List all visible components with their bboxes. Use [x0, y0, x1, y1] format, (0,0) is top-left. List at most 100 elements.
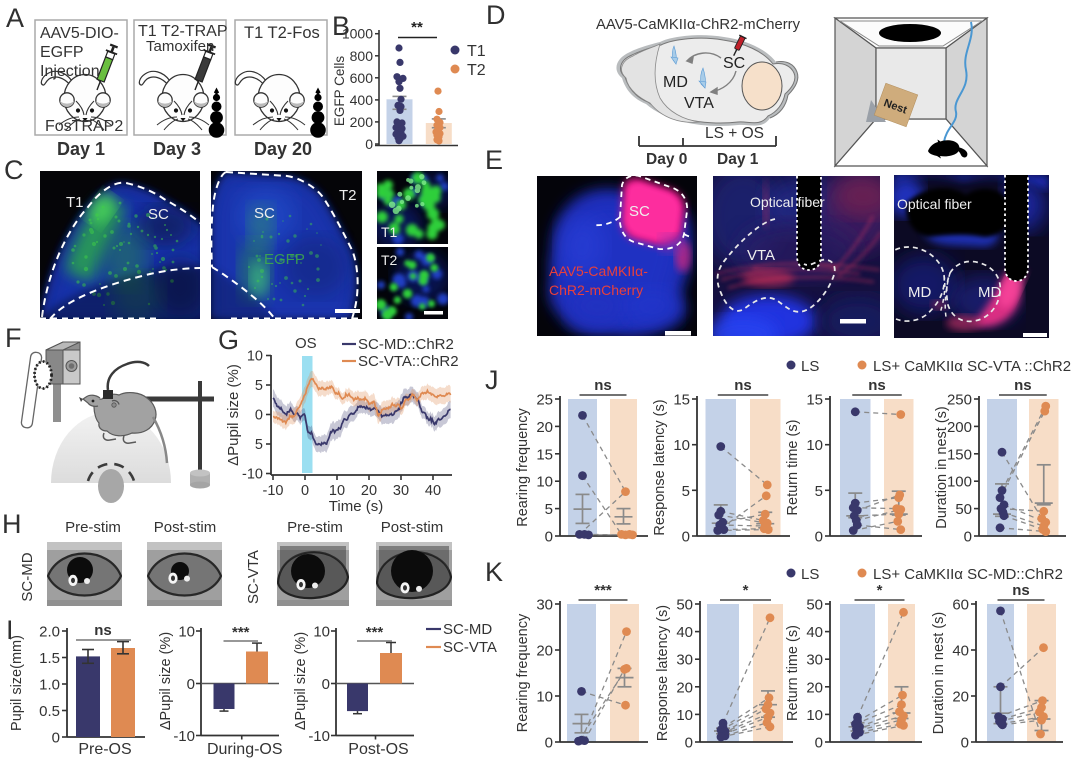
svg-text:ΔPupil size (%): ΔPupil size (%): [158, 632, 174, 730]
svg-text:600: 600: [350, 70, 374, 86]
svg-text:H: H: [2, 509, 22, 539]
svg-text:800: 800: [350, 48, 374, 64]
svg-text:T1 T2-TRAP: T1 T2-TRAP: [138, 23, 228, 40]
svg-text:ChR2-mCherry: ChR2-mCherry: [549, 282, 643, 298]
svg-text:ns: ns: [94, 622, 112, 639]
svg-text:1.5: 1.5: [39, 650, 60, 667]
svg-text:0.5: 0.5: [39, 703, 60, 720]
svg-text:ns: ns: [868, 377, 886, 394]
svg-text:10: 10: [806, 707, 823, 724]
svg-text:T1: T1: [381, 224, 398, 240]
svg-text:Response latency (s): Response latency (s): [652, 399, 668, 535]
svg-text:Day 20: Day 20: [254, 139, 312, 159]
svg-text:40: 40: [425, 483, 441, 499]
svg-text:E: E: [485, 145, 503, 175]
svg-text:***: ***: [232, 624, 250, 641]
svg-text:40: 40: [676, 624, 693, 641]
svg-text:SC: SC: [629, 203, 650, 220]
svg-text:ΔPupil size (%): ΔPupil size (%): [293, 632, 309, 730]
svg-text:5: 5: [545, 501, 553, 518]
svg-text:30: 30: [536, 597, 553, 614]
svg-text:30: 30: [393, 483, 409, 499]
svg-text:SC: SC: [723, 55, 745, 72]
svg-text:SC-MD: SC-MD: [443, 621, 492, 638]
svg-text:T1: T1: [467, 43, 486, 60]
svg-text:50: 50: [806, 597, 823, 614]
svg-text:T2: T2: [467, 62, 486, 79]
svg-text:0: 0: [255, 408, 263, 424]
svg-text:AAV5-DIO-: AAV5-DIO-: [40, 25, 119, 42]
svg-text:B: B: [332, 11, 350, 41]
svg-text:150: 150: [947, 446, 972, 463]
svg-text:K: K: [485, 557, 503, 587]
svg-text:LS + OS: LS + OS: [705, 125, 764, 142]
svg-text:5: 5: [255, 378, 263, 394]
svg-text:***: ***: [594, 582, 612, 599]
svg-text:15: 15: [806, 392, 823, 409]
svg-text:SC-MD::ChR2: SC-MD::ChR2: [358, 336, 454, 353]
svg-text:T2: T2: [381, 252, 398, 268]
svg-text:F: F: [5, 323, 22, 353]
svg-text:G: G: [218, 325, 239, 355]
svg-text:SC-VTA::ChR2: SC-VTA::ChR2: [358, 353, 459, 370]
svg-text:0: 0: [545, 735, 553, 752]
svg-text:A: A: [6, 3, 24, 33]
svg-text:I: I: [6, 615, 14, 645]
svg-text:ns: ns: [1014, 377, 1032, 394]
svg-text:T1 T2-Fos: T1 T2-Fos: [244, 24, 320, 42]
svg-text:Day 1: Day 1: [717, 151, 759, 168]
svg-text:20: 20: [676, 679, 693, 696]
svg-text:Tamoxifen: Tamoxifen: [146, 38, 214, 55]
svg-text:20: 20: [536, 419, 553, 436]
svg-text:30: 30: [676, 652, 693, 669]
svg-text:15: 15: [536, 446, 553, 463]
svg-text:0: 0: [52, 730, 60, 747]
svg-text:10: 10: [676, 707, 693, 724]
svg-text:-10: -10: [242, 467, 263, 483]
svg-text:VTA: VTA: [684, 95, 714, 112]
svg-text:-10: -10: [263, 483, 284, 499]
svg-text:10: 10: [313, 624, 330, 641]
svg-text:SC-VTA: SC-VTA: [443, 639, 497, 656]
svg-text:60: 60: [952, 597, 969, 614]
svg-text:50: 50: [676, 597, 693, 614]
svg-text:SC: SC: [148, 206, 169, 223]
svg-text:0: 0: [682, 529, 690, 546]
svg-text:Pre-OS: Pre-OS: [78, 741, 131, 758]
svg-text:SC: SC: [254, 205, 275, 222]
svg-text:-10: -10: [173, 728, 195, 745]
svg-text:T1: T1: [66, 194, 84, 211]
svg-text:Post-stim: Post-stim: [154, 519, 217, 536]
svg-text:*: *: [877, 582, 883, 599]
svg-text:Pre-stim: Pre-stim: [287, 519, 343, 536]
svg-text:Rearing frequency: Rearing frequency: [515, 613, 531, 732]
svg-text:40: 40: [806, 624, 823, 641]
svg-text:Return time (s): Return time (s): [785, 420, 801, 516]
svg-text:50: 50: [955, 501, 972, 518]
svg-text:OS: OS: [295, 335, 317, 352]
svg-text:1000: 1000: [342, 26, 373, 42]
svg-text:VTA: VTA: [747, 247, 775, 264]
svg-text:10: 10: [536, 689, 553, 706]
svg-text:MD: MD: [908, 284, 931, 301]
svg-text:Pre-stim: Pre-stim: [65, 519, 121, 536]
svg-text:250: 250: [947, 392, 972, 409]
svg-text:0: 0: [301, 483, 309, 499]
svg-text:SC-VTA: SC-VTA: [245, 550, 262, 604]
svg-text:20: 20: [361, 483, 377, 499]
svg-text:0: 0: [961, 735, 969, 752]
svg-text:0: 0: [815, 735, 823, 752]
svg-text:15: 15: [673, 392, 690, 409]
svg-text:D: D: [486, 0, 506, 30]
svg-text:10: 10: [247, 349, 263, 365]
svg-text:ns: ns: [1012, 582, 1030, 599]
svg-text:Rearing frequency: Rearing frequency: [515, 408, 531, 527]
svg-text:10: 10: [536, 474, 553, 491]
svg-text:0: 0: [964, 529, 972, 546]
svg-text:400: 400: [350, 92, 374, 108]
svg-text:MD: MD: [978, 284, 1001, 301]
svg-text:10: 10: [329, 483, 345, 499]
svg-text:LS+ CaMKIIα SC-MD::ChR2: LS+ CaMKIIα SC-MD::ChR2: [873, 566, 1063, 583]
svg-text:0: 0: [815, 529, 823, 546]
svg-text:EGFP Cells: EGFP Cells: [332, 56, 347, 127]
